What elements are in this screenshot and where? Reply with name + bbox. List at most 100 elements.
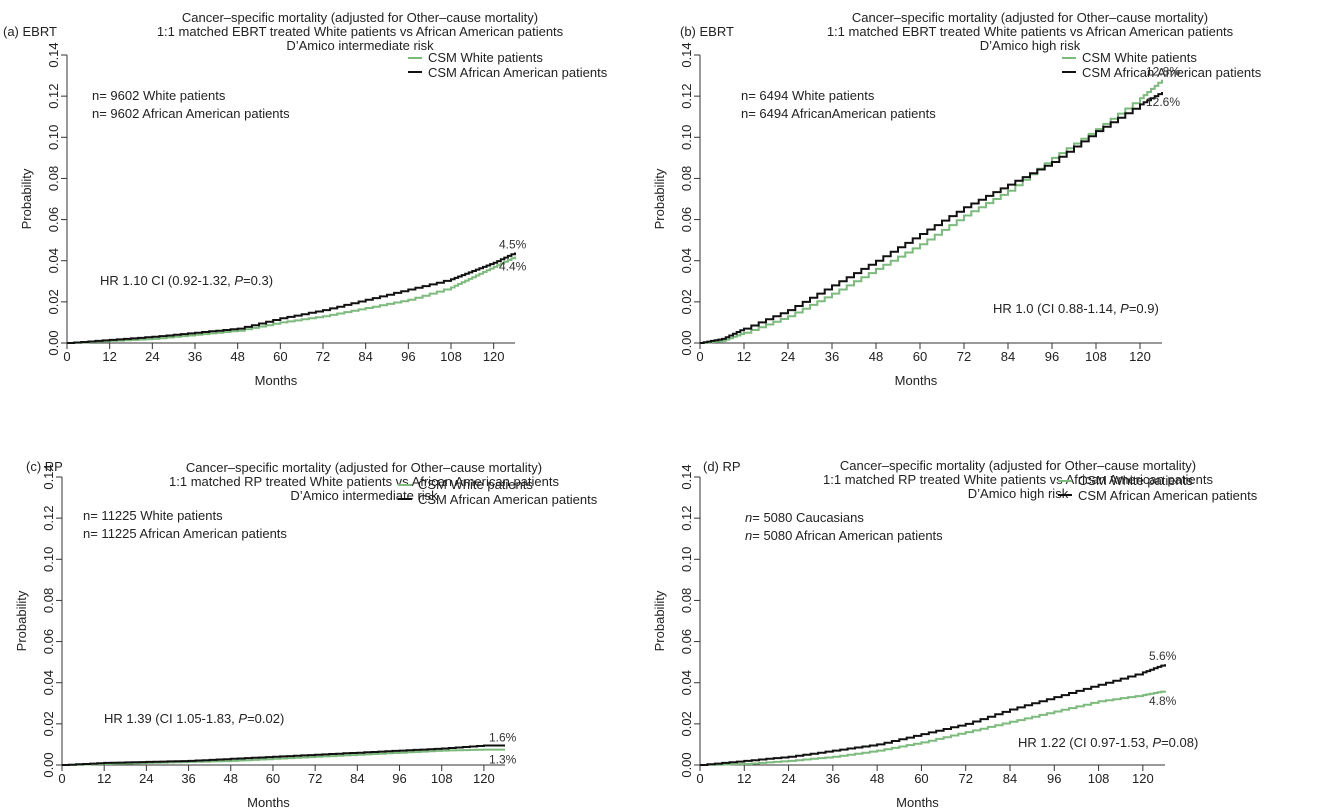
x-tick-label: 84 — [1003, 771, 1017, 786]
x-tick-label: 84 — [350, 771, 364, 786]
y-tick-label: 0.02 — [679, 289, 694, 314]
chart-title-line-3: D’Amico high risk — [968, 486, 1069, 501]
panel-1: (a) EBRT Cancer–specific mortality (adjus… — [3, 10, 608, 388]
y-tick-label: 0.12 — [679, 505, 694, 530]
y-tick-label: 0.10 — [46, 125, 61, 150]
y-axis-label: Probability — [652, 590, 667, 651]
x-tick-label: 48 — [870, 771, 884, 786]
y-tick-label: 0.00 — [46, 330, 61, 355]
chart-title-line-3: D’Amico high risk — [980, 38, 1081, 53]
x-tick-label: 12 — [737, 771, 751, 786]
y-tick-label: 0.08 — [46, 166, 61, 191]
panel-3: (c) RP Cancer–specific mortality (adjuste… — [14, 459, 598, 810]
hazard-ratio-note: HR 1.39 (CI 1.05-1.83, P=0.02) — [104, 711, 284, 726]
y-tick-label: 0.14 — [41, 464, 56, 489]
y-tick-label: 0.06 — [679, 629, 694, 654]
x-tick-label: 12 — [737, 349, 751, 364]
hazard-ratio-note: HR 1.22 (CI 0.97-1.53, P=0.08) — [1018, 735, 1198, 750]
legend-label-white: CSM White patients — [418, 477, 533, 492]
y-tick-label: 0.02 — [46, 289, 61, 314]
x-tick-label: 84 — [1001, 349, 1015, 364]
end-value-label-white: 12.8% — [1146, 65, 1180, 79]
x-tick-label: 84 — [358, 349, 372, 364]
y-tick-label: 0.14 — [679, 464, 694, 489]
panel-label: (d) RP — [703, 459, 741, 474]
y-tick-label: 0.10 — [41, 547, 56, 572]
x-tick-label: 108 — [431, 771, 453, 786]
sample-size-note-2: n= 5080 African American patients — [745, 528, 943, 543]
y-tick-label: 0.00 — [679, 330, 694, 355]
y-tick-label: 0.08 — [41, 588, 56, 613]
series-line-csm-african-american — [67, 252, 516, 344]
y-tick-label: 0.14 — [679, 42, 694, 67]
end-value-label-aa: 1.6% — [489, 730, 517, 744]
x-tick-label: 108 — [1088, 771, 1110, 786]
x-tick-label: 120 — [1132, 771, 1154, 786]
series-line-csm-african-american — [700, 664, 1166, 766]
x-tick-label: 72 — [308, 771, 322, 786]
legend-label-african-american: CSM African American patients — [418, 492, 598, 507]
x-tick-label: 36 — [181, 771, 195, 786]
y-tick-label: 0.04 — [41, 670, 56, 695]
x-tick-label: 12 — [97, 771, 111, 786]
x-tick-label: 0 — [696, 771, 703, 786]
y-tick-label: 0.04 — [679, 670, 694, 695]
y-tick-label: 0.04 — [46, 248, 61, 273]
chart-title-line-1: Cancer–specific mortality (adjusted for … — [840, 458, 1196, 473]
panel-label: (c) RP — [26, 459, 63, 474]
legend-label-white: CSM White patients — [1078, 473, 1193, 488]
x-axis-label: Months — [255, 373, 298, 388]
x-tick-label: 24 — [781, 771, 795, 786]
y-tick-label: 0.02 — [679, 711, 694, 736]
panel-label: (a) EBRT — [3, 24, 57, 39]
x-tick-label: 36 — [188, 349, 202, 364]
chart-title-line-1: Cancer–specific mortality (adjusted for … — [182, 10, 538, 25]
sample-size-note-1: n= 11225 White patients — [83, 508, 223, 523]
x-tick-label: 96 — [401, 349, 415, 364]
chart-title-line-2: 1:1 matched RP treated White patients vs… — [169, 474, 559, 489]
x-tick-label: 60 — [913, 349, 927, 364]
y-tick-label: 0.06 — [46, 207, 61, 232]
y-tick-label: 0.00 — [41, 752, 56, 777]
sample-size-note-2: n= 9602 African American patients — [92, 106, 290, 121]
x-tick-label: 60 — [266, 771, 280, 786]
end-value-label-aa: 4.5% — [499, 237, 527, 251]
y-tick-label: 0.06 — [679, 207, 694, 232]
y-tick-label: 0.04 — [679, 248, 694, 273]
y-tick-label: 0.10 — [679, 125, 694, 150]
y-tick-label: 0.14 — [46, 42, 61, 67]
chart-title-line-3: D’Amico intermediate risk — [286, 38, 434, 53]
x-tick-label: 48 — [224, 771, 238, 786]
x-tick-label: 108 — [440, 349, 462, 364]
series-line-csm-white — [67, 256, 516, 344]
y-tick-label: 0.08 — [679, 588, 694, 613]
chart-title-line-2: 1:1 matched EBRT treated White patients … — [827, 24, 1234, 39]
series-line-csm-white — [700, 690, 1166, 766]
x-tick-label: 48 — [230, 349, 244, 364]
sample-size-note-2: n= 11225 African American patients — [83, 526, 287, 541]
y-axis-label: Probability — [14, 590, 29, 651]
x-tick-label: 48 — [869, 349, 883, 364]
x-tick-label: 24 — [139, 771, 153, 786]
legend-label-african-american: CSM African American patients — [1078, 488, 1258, 503]
end-value-label-white: 4.4% — [499, 260, 527, 274]
x-tick-label: 120 — [483, 349, 505, 364]
x-tick-label: 36 — [826, 771, 840, 786]
hazard-ratio-note: HR 1.10 CI (0.92-1.32, P=0.3) — [100, 273, 273, 288]
x-axis-label: Months — [896, 795, 939, 810]
chart-title-line-2: 1:1 matched RP treated White patients vs… — [823, 472, 1213, 487]
end-value-label-aa: 12.6% — [1146, 95, 1180, 109]
sample-size-note-1: n= 9602 White patients — [92, 88, 226, 103]
x-tick-label: 72 — [958, 771, 972, 786]
y-axis-label: Probability — [652, 168, 667, 229]
y-tick-label: 0.10 — [679, 547, 694, 572]
x-tick-label: 120 — [1129, 349, 1151, 364]
end-value-label-aa: 5.6% — [1149, 649, 1177, 663]
panel-label: (b) EBRT — [680, 24, 734, 39]
legend-label-african-american: CSM African American patients — [1082, 65, 1262, 80]
x-tick-label: 96 — [392, 771, 406, 786]
x-tick-label: 24 — [145, 349, 159, 364]
end-value-label-white: 1.3% — [489, 753, 517, 767]
sample-size-note-1: n= 6494 White patients — [741, 88, 875, 103]
